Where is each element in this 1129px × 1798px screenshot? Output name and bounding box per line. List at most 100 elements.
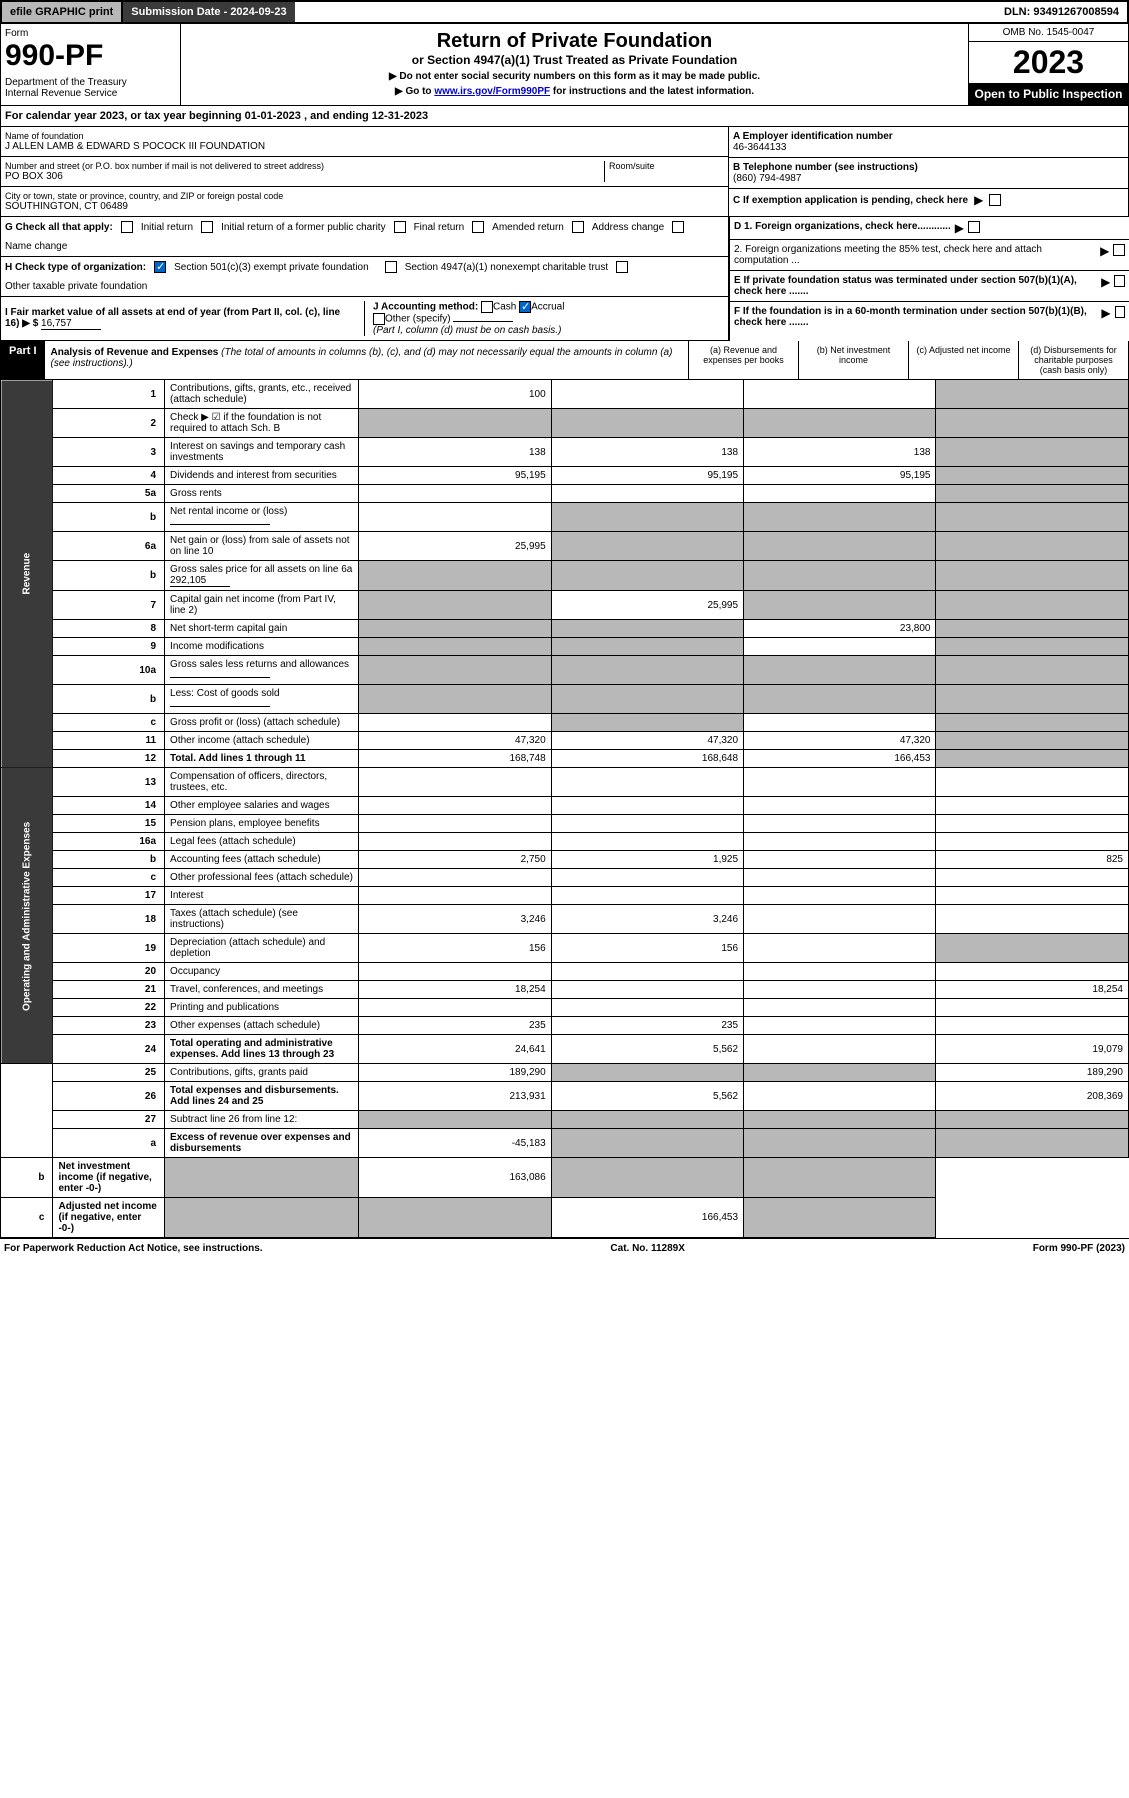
table-row: cOther professional fees (attach schedul… — [1, 869, 1129, 887]
line-desc: Interest on savings and temporary cash i… — [165, 438, 359, 467]
g-address-checkbox[interactable] — [572, 221, 584, 233]
cell-b — [551, 620, 743, 638]
cell-a — [359, 833, 551, 851]
line-number: 26 — [53, 1082, 165, 1111]
line-desc: Gross profit or (loss) (attach schedule) — [165, 714, 359, 732]
col-a-header: (a) Revenue and expenses per books — [688, 341, 798, 379]
cell-c — [744, 1082, 936, 1111]
cell-a — [359, 591, 551, 620]
line-number: 10a — [53, 656, 165, 685]
h-4947-checkbox[interactable] — [385, 261, 397, 273]
cell-b — [551, 768, 743, 797]
cell-c — [744, 1111, 936, 1129]
cell-d — [936, 532, 1129, 561]
j-cash-checkbox[interactable] — [481, 301, 493, 313]
cell-d — [936, 438, 1129, 467]
c-checkbox[interactable] — [989, 194, 1001, 206]
cell-d: 189,290 — [936, 1064, 1129, 1082]
table-row: 11Other income (attach schedule)47,32047… — [1, 732, 1129, 750]
cell-c — [744, 1017, 936, 1035]
j-other-checkbox[interactable] — [373, 313, 385, 325]
cell-a — [359, 887, 551, 905]
line-desc: Other professional fees (attach schedule… — [165, 869, 359, 887]
top-bar: efile GRAPHIC print Submission Date - 20… — [0, 0, 1129, 24]
g-initial-checkbox[interactable] — [121, 221, 133, 233]
cell-c — [744, 934, 936, 963]
g-label: G Check all that apply: — [5, 222, 113, 233]
j-note: (Part I, column (d) must be on cash basi… — [373, 325, 561, 336]
table-row: 2Check ▶ ☑ if the foundation is not requ… — [1, 409, 1129, 438]
table-row: 16aLegal fees (attach schedule) — [1, 833, 1129, 851]
cell-b — [551, 887, 743, 905]
cell-a — [359, 797, 551, 815]
d1-checkbox[interactable] — [968, 221, 980, 233]
cell-b — [551, 963, 743, 981]
cell-a: 18,254 — [359, 981, 551, 999]
cell-b — [551, 503, 743, 532]
cell-a: 25,995 — [359, 532, 551, 561]
cell-c — [744, 1064, 936, 1082]
cell-c — [744, 999, 936, 1017]
cell-b: 168,648 — [551, 750, 743, 768]
j-label: J Accounting method: — [373, 302, 478, 313]
cell-d: 18,254 — [936, 981, 1129, 999]
line-desc: Total operating and administrative expen… — [165, 1035, 359, 1064]
table-row: 19Depreciation (attach schedule) and dep… — [1, 934, 1129, 963]
revenue-side-label: Revenue — [1, 380, 53, 768]
cell-b — [359, 1198, 551, 1238]
line-desc: Adjusted net income (if negative, enter … — [53, 1198, 165, 1238]
cell-b: 47,320 — [551, 732, 743, 750]
foundation-name: J ALLEN LAMB & EDWARD S POCOCK III FOUND… — [5, 141, 724, 152]
cell-d — [744, 1198, 936, 1238]
line-desc: Check ▶ ☑ if the foundation is not requi… — [165, 409, 359, 438]
h-other-checkbox[interactable] — [616, 261, 628, 273]
line-number: 13 — [53, 768, 165, 797]
ein-label: A Employer identification number — [733, 131, 1124, 142]
cell-b — [551, 638, 743, 656]
cell-c — [744, 532, 936, 561]
line-number: 5a — [53, 485, 165, 503]
h-501c3-checkbox[interactable] — [154, 261, 166, 273]
cell-d — [936, 591, 1129, 620]
cell-d — [936, 833, 1129, 851]
cell-b — [551, 1111, 743, 1129]
table-row: bNet investment income (if negative, ent… — [1, 1158, 1129, 1198]
f-checkbox[interactable] — [1115, 306, 1125, 318]
line-number: 8 — [53, 620, 165, 638]
line-desc: Gross rents — [165, 485, 359, 503]
line-number: 7 — [53, 591, 165, 620]
line-number: 9 — [53, 638, 165, 656]
i-value: 16,757 — [41, 318, 101, 330]
g-name-checkbox[interactable] — [672, 221, 684, 233]
table-row: 12Total. Add lines 1 through 11168,74816… — [1, 750, 1129, 768]
line-number: a — [53, 1129, 165, 1158]
cell-d — [936, 656, 1129, 685]
g-final-checkbox[interactable] — [394, 221, 406, 233]
irs-link[interactable]: www.irs.gov/Form990PF — [434, 86, 550, 97]
cell-a — [359, 963, 551, 981]
line-number: b — [53, 851, 165, 869]
e-checkbox[interactable] — [1114, 275, 1125, 287]
line-number: 16a — [53, 833, 165, 851]
cell-c — [744, 656, 936, 685]
j-accrual-checkbox[interactable] — [519, 301, 531, 313]
col-d-header: (d) Disbursements for charitable purpose… — [1018, 341, 1128, 379]
g-former-checkbox[interactable] — [201, 221, 213, 233]
cell-b — [551, 797, 743, 815]
cell-c — [744, 833, 936, 851]
cell-a: 95,195 — [359, 467, 551, 485]
cell-d — [936, 638, 1129, 656]
table-row: Operating and Administrative Expenses13C… — [1, 768, 1129, 797]
d2-checkbox[interactable] — [1113, 244, 1125, 256]
part1-label: Part I — [1, 341, 45, 379]
g-amended-checkbox[interactable] — [472, 221, 484, 233]
line-desc: Subtract line 26 from line 12: — [165, 1111, 359, 1129]
cell-a — [359, 620, 551, 638]
cell-d — [936, 750, 1129, 768]
cell-c — [744, 685, 936, 714]
efile-print-button[interactable]: efile GRAPHIC print — [2, 2, 123, 22]
line-desc: Other income (attach schedule) — [165, 732, 359, 750]
cell-c — [744, 638, 936, 656]
cell-d — [936, 732, 1129, 750]
cell-d — [936, 467, 1129, 485]
